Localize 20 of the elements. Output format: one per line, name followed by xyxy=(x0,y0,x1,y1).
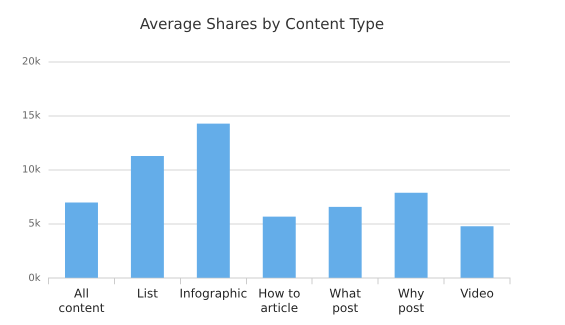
y-tick-label: 10k xyxy=(22,164,41,176)
bar xyxy=(394,192,428,278)
x-tick-label: Why post xyxy=(398,286,424,315)
x-tick-label: List xyxy=(136,286,158,301)
x-tick-label: Video xyxy=(460,286,494,301)
chart-title: Average Shares by Content Type xyxy=(140,14,384,33)
x-tick-label: What post xyxy=(329,286,362,315)
x-tick-label: How to article xyxy=(258,286,300,315)
y-tick-label: 20k xyxy=(22,56,41,68)
x-tick-label: Infographic xyxy=(179,286,248,301)
bar xyxy=(196,124,230,278)
bar xyxy=(262,216,296,278)
bar xyxy=(130,156,164,278)
x-tick-label: All content xyxy=(58,286,105,315)
bar xyxy=(64,202,98,278)
y-tick-label: 15k xyxy=(22,110,41,122)
y-tick-label: 0k xyxy=(28,272,41,284)
y-tick-label: 5k xyxy=(28,218,41,230)
bar xyxy=(328,206,362,278)
bar xyxy=(460,226,494,278)
